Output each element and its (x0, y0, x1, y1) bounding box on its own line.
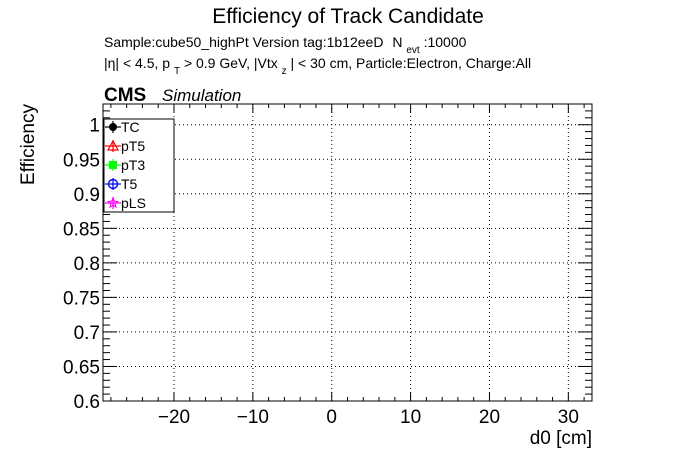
x-axis-label: d0 [cm] (530, 428, 592, 449)
x-tick-label: 30 (558, 407, 579, 428)
legend: TC pT5 pT3 T5 pLS (103, 118, 175, 213)
cut-pt: > 0.9 GeV, |Vtx (184, 55, 278, 71)
legend-entry: pT5 (105, 138, 145, 154)
x-tick-label: 20 (479, 407, 500, 428)
y-tick-label: 0.75 (63, 288, 100, 309)
x-tick-label: 0 (326, 407, 337, 428)
legend-entry: TC (105, 119, 140, 135)
subtitle-nevt: N (392, 34, 402, 50)
legend-marker-triangle (106, 139, 120, 151)
cut-eta: |η| < 4.5, p (104, 55, 170, 71)
tick-labels: −20 −10 0 10 20 30 0.6 0.65 0.7 0.75 0.8 0.85 0.9 0.9… (63, 116, 579, 428)
cms-sublabel: Simulation (162, 86, 241, 105)
cut-rest: | < 30 cm, Particle:Electron, Charge:All (291, 55, 532, 71)
legend-entry: T5 (105, 176, 138, 192)
y-tick-label: 0.7 (74, 323, 100, 344)
legend-label: pT3 (121, 157, 145, 173)
legend-entry: pLS (105, 195, 146, 211)
x-tick-label: 10 (400, 407, 421, 428)
legend-label: pLS (121, 195, 146, 211)
x-tick-label: −20 (158, 407, 190, 428)
y-axis-label: Efficiency (18, 104, 39, 185)
legend-marker-filled-circle (109, 123, 117, 131)
subtitle-nevt-sub: evt (406, 45, 420, 56)
y-tick-label: 1 (89, 116, 100, 137)
x-tick-label: −10 (237, 407, 269, 428)
y-tick-label: 0.85 (63, 219, 100, 240)
legend-label: TC (121, 119, 140, 135)
legend-label: T5 (121, 176, 138, 192)
cut-vtx-sub: z (282, 66, 287, 77)
axis-ticks (103, 103, 592, 402)
legend-label: pT5 (121, 138, 145, 154)
subtitle-sample: Sample:cube50_highPt Version tag:1b12eeD (104, 34, 383, 50)
legend-marker-open-circle (107, 178, 119, 190)
chart-title: Efficiency of Track Candidate (212, 5, 484, 28)
cms-label: CMS (104, 85, 146, 106)
chart-subtitle-sample: Sample:cube50_highPt Version tag:1b12eeD… (104, 34, 467, 56)
y-tick-label: 0.9 (74, 185, 100, 206)
grid (103, 104, 592, 402)
y-tick-label: 0.65 (63, 357, 100, 378)
chart-cuts: |η| < 4.5, p T > 0.9 GeV, |Vtx z | < 30 … (104, 55, 531, 77)
subtitle-nevt-value: :10000 (424, 34, 467, 50)
y-tick-label: 0.6 (74, 392, 100, 413)
y-tick-label: 0.95 (63, 150, 100, 171)
legend-entry: pT3 (105, 157, 145, 173)
legend-marker-star (106, 196, 120, 209)
legend-marker-square (109, 161, 117, 169)
plot-frame (102, 103, 593, 402)
y-tick-label: 0.8 (74, 254, 100, 275)
cut-pt-sub: T (174, 66, 180, 77)
